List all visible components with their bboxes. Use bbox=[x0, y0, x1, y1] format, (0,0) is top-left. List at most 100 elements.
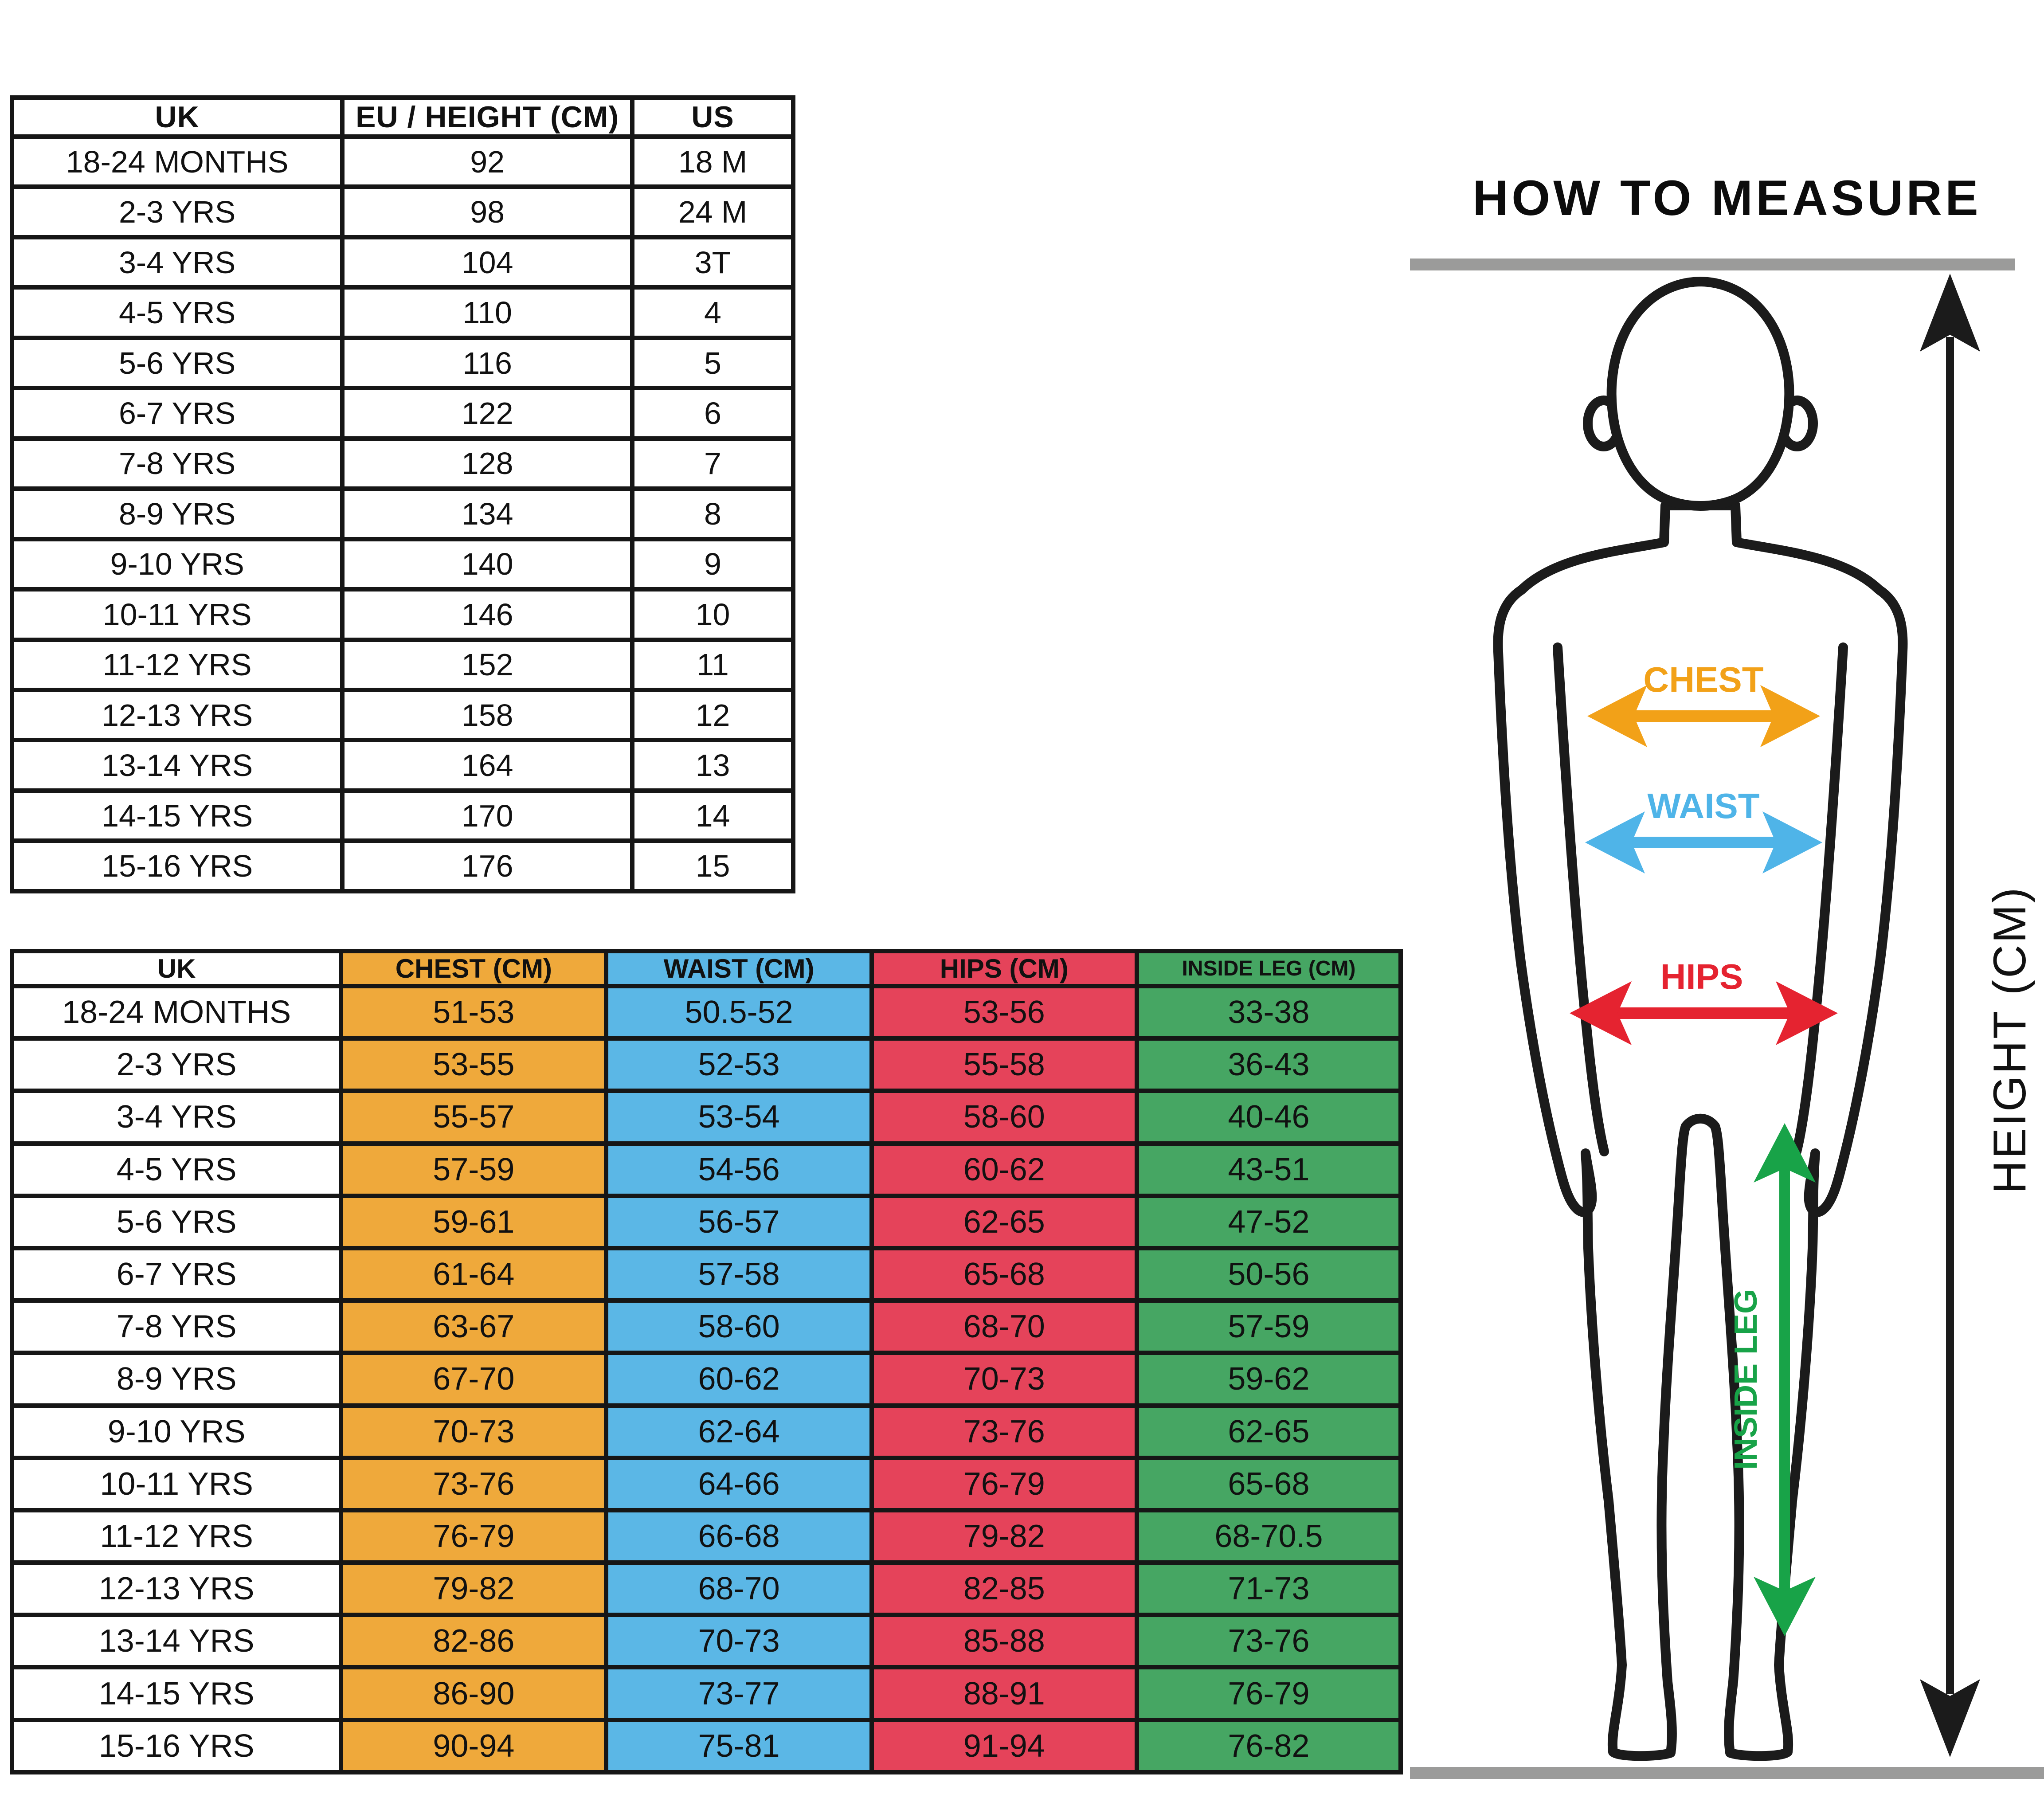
chest-range-cell: 86-90 bbox=[339, 1665, 609, 1722]
uk-size-cell: 9-10 YRS bbox=[9, 537, 345, 592]
size-table-row: 6-7 YRS 122 6 bbox=[9, 386, 795, 441]
inside-leg-range-cell: 43-51 bbox=[1134, 1141, 1403, 1198]
chest-range-cell: 79-82 bbox=[339, 1560, 609, 1618]
col-header-us: US bbox=[630, 95, 795, 139]
hips-range-cell: 55-58 bbox=[869, 1036, 1139, 1093]
uk-size-cell: 8-9 YRS bbox=[9, 1351, 344, 1408]
uk-size-cell: 14-15 YRS bbox=[9, 788, 345, 843]
hips-range-cell: 85-88 bbox=[869, 1613, 1139, 1670]
chest-range-cell: 59-61 bbox=[339, 1193, 609, 1250]
eu-height-cell: 152 bbox=[340, 637, 634, 693]
uk-size-cell: 7-8 YRS bbox=[9, 1298, 344, 1355]
uk-size-cell: 2-3 YRS bbox=[9, 184, 345, 239]
size-table-row: 10-11 YRS 146 10 bbox=[9, 587, 795, 642]
us-size-cell: 12 bbox=[630, 687, 795, 743]
size-conversion-table: UK EU / HEIGHT (CM) US 18-24 MONTHS 92 1… bbox=[9, 95, 795, 893]
inside-leg-label: INSIDE LEG bbox=[1728, 1289, 1764, 1470]
uk-size-cell: 5-6 YRS bbox=[9, 1193, 344, 1250]
us-size-cell: 8 bbox=[630, 486, 795, 541]
measurement-table-row: 12-13 YRS 79-82 68-70 82-85 71-73 bbox=[9, 1560, 1403, 1618]
eu-height-cell: 116 bbox=[340, 335, 634, 391]
uk-size-cell: 11-12 YRS bbox=[9, 637, 345, 693]
inside-leg-arrow-head-up bbox=[1754, 1123, 1816, 1183]
chest-arrow-head-left bbox=[1587, 685, 1647, 747]
col-header-eu-height: EU / HEIGHT (CM) bbox=[340, 95, 634, 139]
uk-size-cell: 12-13 YRS bbox=[9, 687, 345, 743]
left-inner-arm-line bbox=[1553, 642, 1609, 1156]
chest-range-cell: 73-76 bbox=[339, 1455, 609, 1512]
size-table-header-row: UK EU / HEIGHT (CM) US bbox=[9, 95, 795, 139]
measurement-table-row: 18-24 MONTHS 51-53 50.5-52 53-56 33-38 bbox=[9, 983, 1403, 1041]
eu-height-cell: 158 bbox=[340, 687, 634, 743]
waist-range-cell: 58-60 bbox=[604, 1298, 874, 1355]
chest-range-cell: 82-86 bbox=[339, 1613, 609, 1670]
measurement-table-row: 7-8 YRS 63-67 58-60 68-70 57-59 bbox=[9, 1298, 1403, 1355]
chest-range-cell: 90-94 bbox=[339, 1717, 609, 1775]
waist-arrow-head-right bbox=[1762, 811, 1822, 873]
waist-range-cell: 52-53 bbox=[604, 1036, 874, 1093]
eu-height-cell: 146 bbox=[340, 587, 634, 642]
size-table-row: 5-6 YRS 116 5 bbox=[9, 335, 795, 391]
waist-range-cell: 54-56 bbox=[604, 1141, 874, 1198]
eu-height-cell: 92 bbox=[340, 134, 634, 189]
size-table-row: 3-4 YRS 104 3T bbox=[9, 235, 795, 290]
inside-leg-range-cell: 68-70.5 bbox=[1134, 1508, 1403, 1565]
chest-range-cell: 55-57 bbox=[339, 1089, 609, 1146]
waist-range-cell: 73-77 bbox=[604, 1665, 874, 1722]
us-size-cell: 7 bbox=[630, 436, 795, 491]
uk-size-cell: 14-15 YRS bbox=[9, 1665, 344, 1722]
uk-size-cell: 10-11 YRS bbox=[9, 587, 345, 642]
measurement-table-row: 13-14 YRS 82-86 70-73 85-88 73-76 bbox=[9, 1613, 1403, 1670]
measurement-table-row: 6-7 YRS 61-64 57-58 65-68 50-56 bbox=[9, 1246, 1403, 1303]
size-table-row: 7-8 YRS 128 7 bbox=[9, 436, 795, 491]
hips-range-cell: 60-62 bbox=[869, 1141, 1139, 1198]
waist-range-cell: 56-57 bbox=[604, 1193, 874, 1250]
torso-and-limbs-outline bbox=[1493, 501, 1908, 1761]
size-table-row: 12-13 YRS 158 12 bbox=[9, 687, 795, 743]
eu-height-cell: 140 bbox=[340, 537, 634, 592]
inside-leg-range-cell: 50-56 bbox=[1134, 1246, 1403, 1303]
size-table-row: 8-9 YRS 134 8 bbox=[9, 486, 795, 541]
chest-range-cell: 51-53 bbox=[339, 983, 609, 1041]
uk-size-cell: 10-11 YRS bbox=[9, 1455, 344, 1512]
uk-size-cell: 4-5 YRS bbox=[9, 1141, 344, 1198]
waist-label: WAIST bbox=[1647, 786, 1759, 826]
height-arrow bbox=[1920, 274, 1980, 1757]
inside-leg-range-cell: 62-65 bbox=[1134, 1403, 1403, 1460]
inside-leg-range-cell: 65-68 bbox=[1134, 1455, 1403, 1512]
waist-range-cell: 68-70 bbox=[604, 1560, 874, 1618]
us-size-cell: 14 bbox=[630, 788, 795, 843]
waist-range-cell: 57-58 bbox=[604, 1246, 874, 1303]
body-silhouette bbox=[1493, 277, 1908, 1761]
uk-size-cell: 12-13 YRS bbox=[9, 1560, 344, 1618]
measurement-table-row: 9-10 YRS 70-73 62-64 73-76 62-65 bbox=[9, 1403, 1403, 1460]
us-size-cell: 3T bbox=[630, 235, 795, 290]
right-inner-arm-line bbox=[1792, 642, 1848, 1156]
us-size-cell: 15 bbox=[630, 838, 795, 893]
eu-height-cell: 128 bbox=[340, 436, 634, 491]
chest-range-cell: 63-67 bbox=[339, 1298, 609, 1355]
col-header-waist: WAIST (CM) bbox=[604, 949, 874, 988]
size-table-row: 15-16 YRS 176 15 bbox=[9, 838, 795, 893]
uk-size-cell: 6-7 YRS bbox=[9, 1246, 344, 1303]
top-reference-line bbox=[1410, 259, 2015, 270]
inside-leg-range-cell: 47-52 bbox=[1134, 1193, 1403, 1250]
us-size-cell: 4 bbox=[630, 285, 795, 340]
measurement-table-row: 3-4 YRS 55-57 53-54 58-60 40-46 bbox=[9, 1089, 1403, 1146]
hips-range-cell: 68-70 bbox=[869, 1298, 1139, 1355]
body-measurement-table: UK CHEST (CM) WAIST (CM) HIPS (CM) INSID… bbox=[9, 949, 1403, 1775]
uk-size-cell: 4-5 YRS bbox=[9, 285, 345, 340]
uk-size-cell: 7-8 YRS bbox=[9, 436, 345, 491]
size-table-row: 11-12 YRS 152 11 bbox=[9, 637, 795, 693]
hips-arrow bbox=[1570, 981, 1838, 1045]
col-header-uk: UK bbox=[9, 95, 345, 139]
eu-height-cell: 170 bbox=[340, 788, 634, 843]
waist-range-cell: 62-64 bbox=[604, 1403, 874, 1460]
inside-leg-range-cell: 40-46 bbox=[1134, 1089, 1403, 1146]
hips-arrow-head-right bbox=[1776, 981, 1838, 1045]
measurement-table-row: 4-5 YRS 57-59 54-56 60-62 43-51 bbox=[9, 1141, 1403, 1198]
uk-size-cell: 13-14 YRS bbox=[9, 738, 345, 793]
inside-leg-arrow bbox=[1754, 1123, 1816, 1636]
measurement-table-row: 11-12 YRS 76-79 66-68 79-82 68-70.5 bbox=[9, 1508, 1403, 1565]
